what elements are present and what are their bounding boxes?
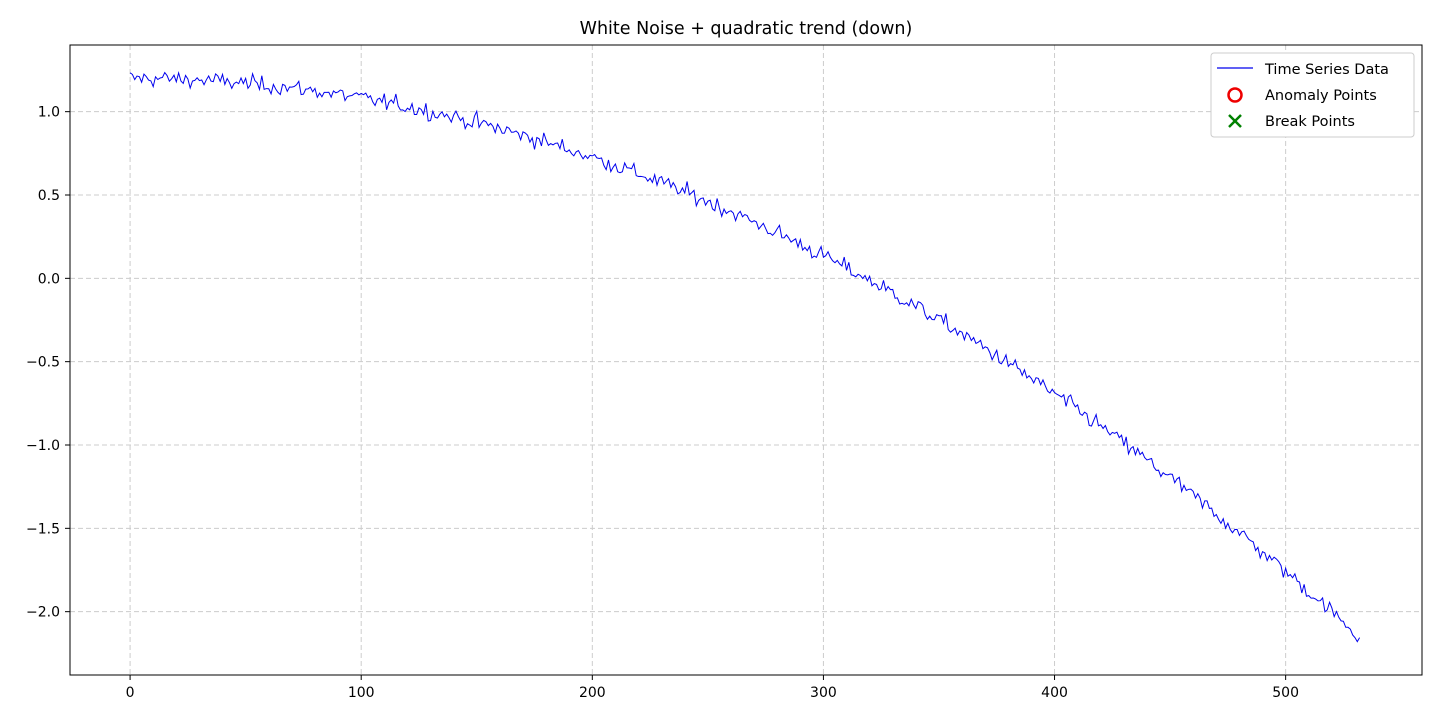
x-tick-label: 300 xyxy=(810,685,837,701)
x-tick-label: 500 xyxy=(1272,685,1299,701)
legend: Time Series Data Anomaly Points Break Po… xyxy=(1210,52,1415,138)
chart-title: White Noise + quadratic trend (down) xyxy=(580,19,913,39)
y-tick-label: −0.5 xyxy=(26,355,60,371)
y-tick-label: 0.0 xyxy=(38,271,60,287)
x-tick-label: 400 xyxy=(1041,685,1068,701)
y-tick-label: 0.5 xyxy=(38,188,60,204)
series-layer xyxy=(129,71,1361,643)
y-tick-label: −1.0 xyxy=(26,438,60,454)
plot-frame xyxy=(69,44,1423,676)
y-tick-label: −2.0 xyxy=(26,605,60,621)
x-tick-label: 200 xyxy=(579,685,606,701)
legend-x-marker xyxy=(1228,114,1242,128)
x-tick-label: 100 xyxy=(348,685,375,701)
axes: 0 100 200 300 400 500 1.0 0.5 0.0 −0.5 −1.0 −1.5 −2.… xyxy=(26,105,1299,701)
legend-label-time-series: Time Series Data xyxy=(1264,62,1389,78)
legend-label-break-points: Break Points xyxy=(1265,114,1355,130)
y-tick-label: −1.5 xyxy=(26,521,60,537)
x-tick-label: 0 xyxy=(126,685,135,701)
legend-circle-marker xyxy=(1227,87,1243,103)
y-tick-label: 1.0 xyxy=(38,105,60,121)
legend-box xyxy=(1210,52,1415,138)
grid xyxy=(70,45,1422,675)
legend-label-anomaly-points: Anomaly Points xyxy=(1265,88,1377,104)
series-line-time-series xyxy=(129,71,1361,643)
